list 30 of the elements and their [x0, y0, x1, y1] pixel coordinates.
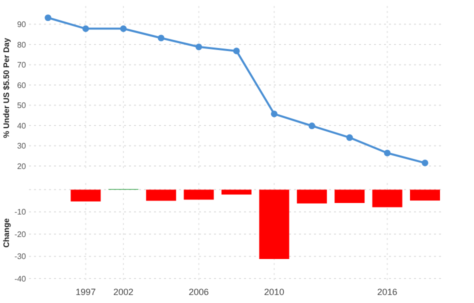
x-tick-label: 2006: [188, 287, 209, 297]
point: [82, 25, 89, 32]
y-tick-label: 60: [17, 80, 27, 90]
x-tick-label: 2010: [264, 287, 284, 297]
point: [308, 122, 316, 130]
point: [196, 44, 202, 50]
y-tick-label: -10: [14, 208, 27, 217]
y-tick-label: 20: [17, 162, 27, 171]
point: [270, 110, 278, 118]
point: [346, 134, 353, 141]
y-tick-label: 70: [17, 60, 27, 70]
point: [233, 48, 240, 54]
y-axis-title: % Under US $5.50 Per Day: [2, 37, 11, 138]
x-tick-label: 2016: [377, 287, 398, 297]
point: [158, 34, 164, 42]
point: [120, 25, 127, 32]
y-tick-label: -20: [14, 230, 27, 239]
x-tick-label: 1997: [76, 287, 96, 297]
y-tick-label: 80: [17, 40, 27, 50]
y-tick-label: 30: [17, 142, 27, 151]
point: [384, 150, 391, 156]
y-tick-label: -40: [14, 274, 27, 284]
point: [422, 160, 428, 166]
y-tick-label: 90: [17, 20, 27, 30]
point: [44, 14, 52, 22]
y-tick-label: -30: [14, 252, 27, 262]
x-tick-label: 2002: [113, 287, 134, 297]
y-tick-label: 50: [17, 101, 27, 110]
y-tick-label: 40: [17, 121, 27, 130]
y-axis-title: Change: [2, 218, 11, 248]
